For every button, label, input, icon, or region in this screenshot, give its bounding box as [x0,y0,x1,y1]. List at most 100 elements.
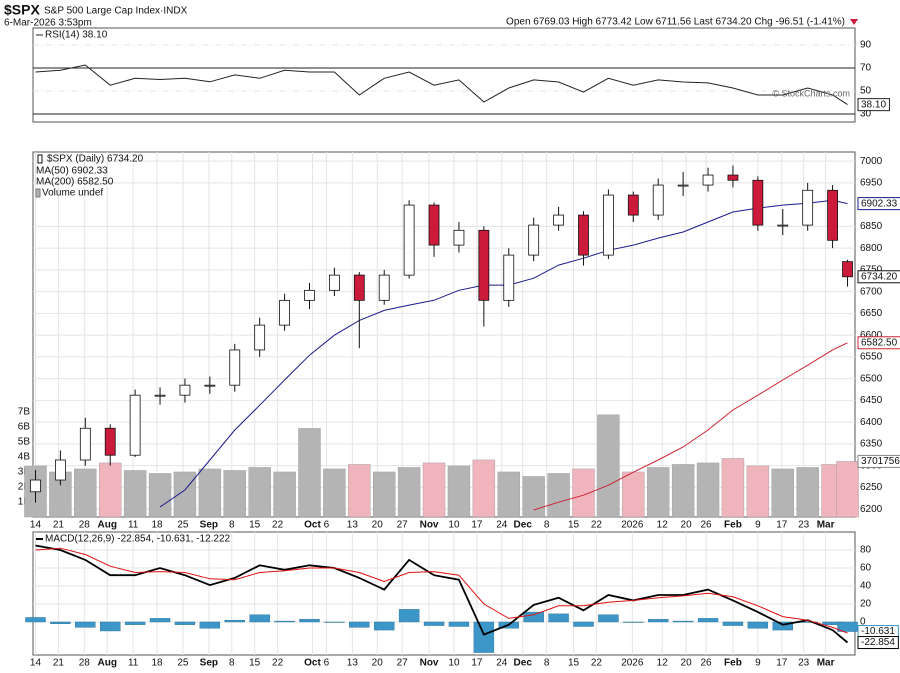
x-tick-label: 15 [249,520,261,531]
x-tick-label: 27 [397,520,409,531]
x-tick-label: 18 [151,520,163,531]
histogram-bar [199,621,221,629]
x-tick-label: 23 [798,520,810,531]
value-tag-box [857,270,900,284]
candle-body [104,427,116,456]
panel-frame [32,27,856,123]
panel-title: RSI(14) 38.10 [45,30,108,41]
y-tick-label: 40 [860,581,872,592]
volume-bar [373,471,396,518]
histogram-bar [274,620,295,623]
histogram-bar [149,618,171,623]
y-tick-label: 6950 [860,178,883,189]
x-tick-label: 8 [229,520,235,531]
volume-bar [248,467,271,518]
y-tick-label: 80 [860,545,872,556]
histogram-bar [374,621,395,631]
y-tick-label: 6200 [860,504,883,515]
candle-body [378,274,390,301]
candle-body [55,459,66,481]
volume-bar [746,465,770,518]
x-tick-label: 20 [372,658,384,669]
histogram-bar [249,614,270,623]
x-tick-label: Dec [514,520,533,531]
x-tick-label: Feb [724,658,742,669]
histogram-bar [523,611,544,623]
x-tick-label: Aug [98,520,117,531]
histogram-bar [75,621,96,628]
legend-ma: MA(200) 6582.50 [36,177,114,188]
panel-frame [32,151,856,518]
candle-body [428,204,440,246]
volume-bar [597,414,620,518]
histogram-bar [722,621,744,626]
volume-bar [348,464,371,518]
histogram-bar [548,613,569,623]
x-tick-label: 13 [347,520,359,531]
candle-body [79,427,91,461]
x-tick-label: 23 [798,658,810,669]
volume-bar [397,467,421,518]
x-tick-label: Sep [200,658,218,669]
volume-tick-label: 2B [18,482,31,493]
volume-bar [173,471,197,518]
x-tick-label: Mar [817,658,835,669]
y-tick-label: 50 [860,86,872,97]
volume-bar [796,467,819,518]
down-arrow [850,19,858,25]
value-tag: 6734.20 [861,271,898,282]
x-tick-label: 15 [568,520,580,531]
volume-bar [721,458,745,518]
y-tick-label: 6600 [860,330,883,341]
x-tick-label: 13 [347,658,359,669]
candle-body [842,261,853,278]
candle-body [403,204,415,276]
x-tick-label: Aug [98,658,117,669]
legend-volume: Volume undef [42,188,103,199]
x-tick-label: 21 [53,520,65,531]
x-tick-label: 28 [79,658,91,669]
moving-average [533,342,848,511]
candle-body [578,214,589,256]
y-tick-label: 20 [860,599,872,610]
histogram-bar [697,618,719,623]
x-tick-label: 17 [471,520,483,531]
histogram-bar [623,621,644,623]
candle-body [453,229,465,246]
volume-bar [671,464,695,518]
volume-bar [522,476,545,518]
x-tick-label: 26 [700,658,712,669]
x-tick-label: 9 [755,658,761,669]
volume-bar [472,459,496,518]
value-tag-box [857,197,900,211]
candle-body [179,384,191,396]
x-tick-label: 6 [324,520,330,531]
y-tick-label: 90 [860,40,872,51]
value-tag: 3701756 [861,456,900,467]
volume-bar [99,462,122,518]
value-tag: 6902.33 [861,198,898,209]
volume-bar [622,471,645,518]
value-tag: -10.631 [861,626,895,637]
candle-body [752,179,764,226]
candle-body [304,289,315,301]
macd-line [35,547,848,634]
volume-bar [148,473,172,518]
volume-bar [497,471,520,518]
x-tick-label: 11 [128,520,139,531]
y-tick-label: 60 [860,563,872,574]
x-tick-label: 8 [229,658,235,669]
x-tick-label: 22 [591,658,603,669]
histogram-bar [100,621,121,632]
y-tick-label: 6500 [860,373,883,384]
histogram-bar [324,621,345,623]
copyright: © StockCharts.com [772,88,850,98]
candle-body [777,224,789,227]
x-tick-label: 2026 [621,520,644,531]
x-tick-label: 6 [324,658,330,669]
x-tick-label: Dec [514,658,533,669]
x-tick-label: 20 [681,658,693,669]
volume-bar [74,468,97,518]
histogram-bar [772,621,793,631]
x-tick-label: 17 [471,658,483,669]
